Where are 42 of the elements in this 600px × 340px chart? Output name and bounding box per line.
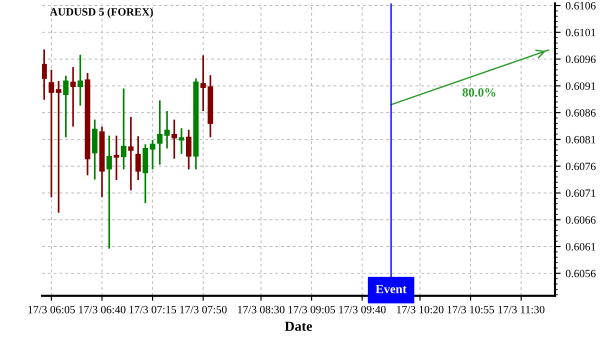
x-tick-label: 17/3 10:20	[397, 306, 444, 314]
x-tick-label: 17/3 09:40	[339, 306, 386, 314]
y-tick-label: 0.6101	[566, 28, 596, 36]
annotation: 80.0%	[462, 88, 496, 97]
candlestick	[157, 99, 163, 166]
y-tick-label: 0.6091	[566, 82, 596, 90]
candlestick	[114, 134, 120, 181]
y-tick-label: 0.6076	[566, 162, 596, 170]
candlestick	[63, 74, 69, 138]
x-tick-label: 17/3 06:40	[79, 306, 126, 314]
chart-title: AUDUSD 5 (FOREX)	[50, 8, 153, 18]
y-tick-label: 0.6081	[566, 136, 596, 144]
candlestick	[78, 54, 84, 107]
y-tick-label: 0.6106	[566, 2, 596, 10]
x-tick-label: 17/3 06:05	[28, 306, 75, 314]
candlestick	[106, 134, 112, 250]
x-tick-label: 17/3 09:05	[288, 306, 336, 314]
y-tick-label: 0.6061	[566, 242, 596, 251]
x-tick-label: 17/3 07:50	[180, 306, 227, 314]
y-tick-label: 0.6086	[566, 109, 596, 117]
candlestick	[172, 118, 177, 160]
candlestick	[56, 80, 62, 214]
x-axis-title: Date	[284, 322, 312, 331]
x-tick-label: 17/3 08:30	[238, 306, 284, 314]
y-tick-label: 0.6071	[566, 189, 596, 197]
y-tick-label: 0.6056	[566, 270, 596, 278]
candlestick	[135, 135, 141, 181]
candlestick	[92, 118, 98, 180]
candlestick	[128, 116, 134, 192]
x-tick-label: 17/3 07:15	[130, 306, 176, 314]
y-tick-label: 0.6096	[566, 56, 596, 64]
y-tick-label: 0.6066	[566, 216, 596, 224]
x-tick-label: 17/3 10:55	[448, 306, 494, 314]
candlestick	[42, 48, 47, 101]
candlestick	[186, 128, 192, 170]
ref-line-label: Event	[376, 284, 407, 294]
candlestick	[164, 110, 170, 150]
candlestick	[120, 88, 126, 170]
candlestick	[150, 139, 156, 170]
x-tick-label: 17/3 11:30	[498, 306, 544, 314]
candlestick	[178, 127, 184, 155]
candlestick	[70, 66, 76, 128]
